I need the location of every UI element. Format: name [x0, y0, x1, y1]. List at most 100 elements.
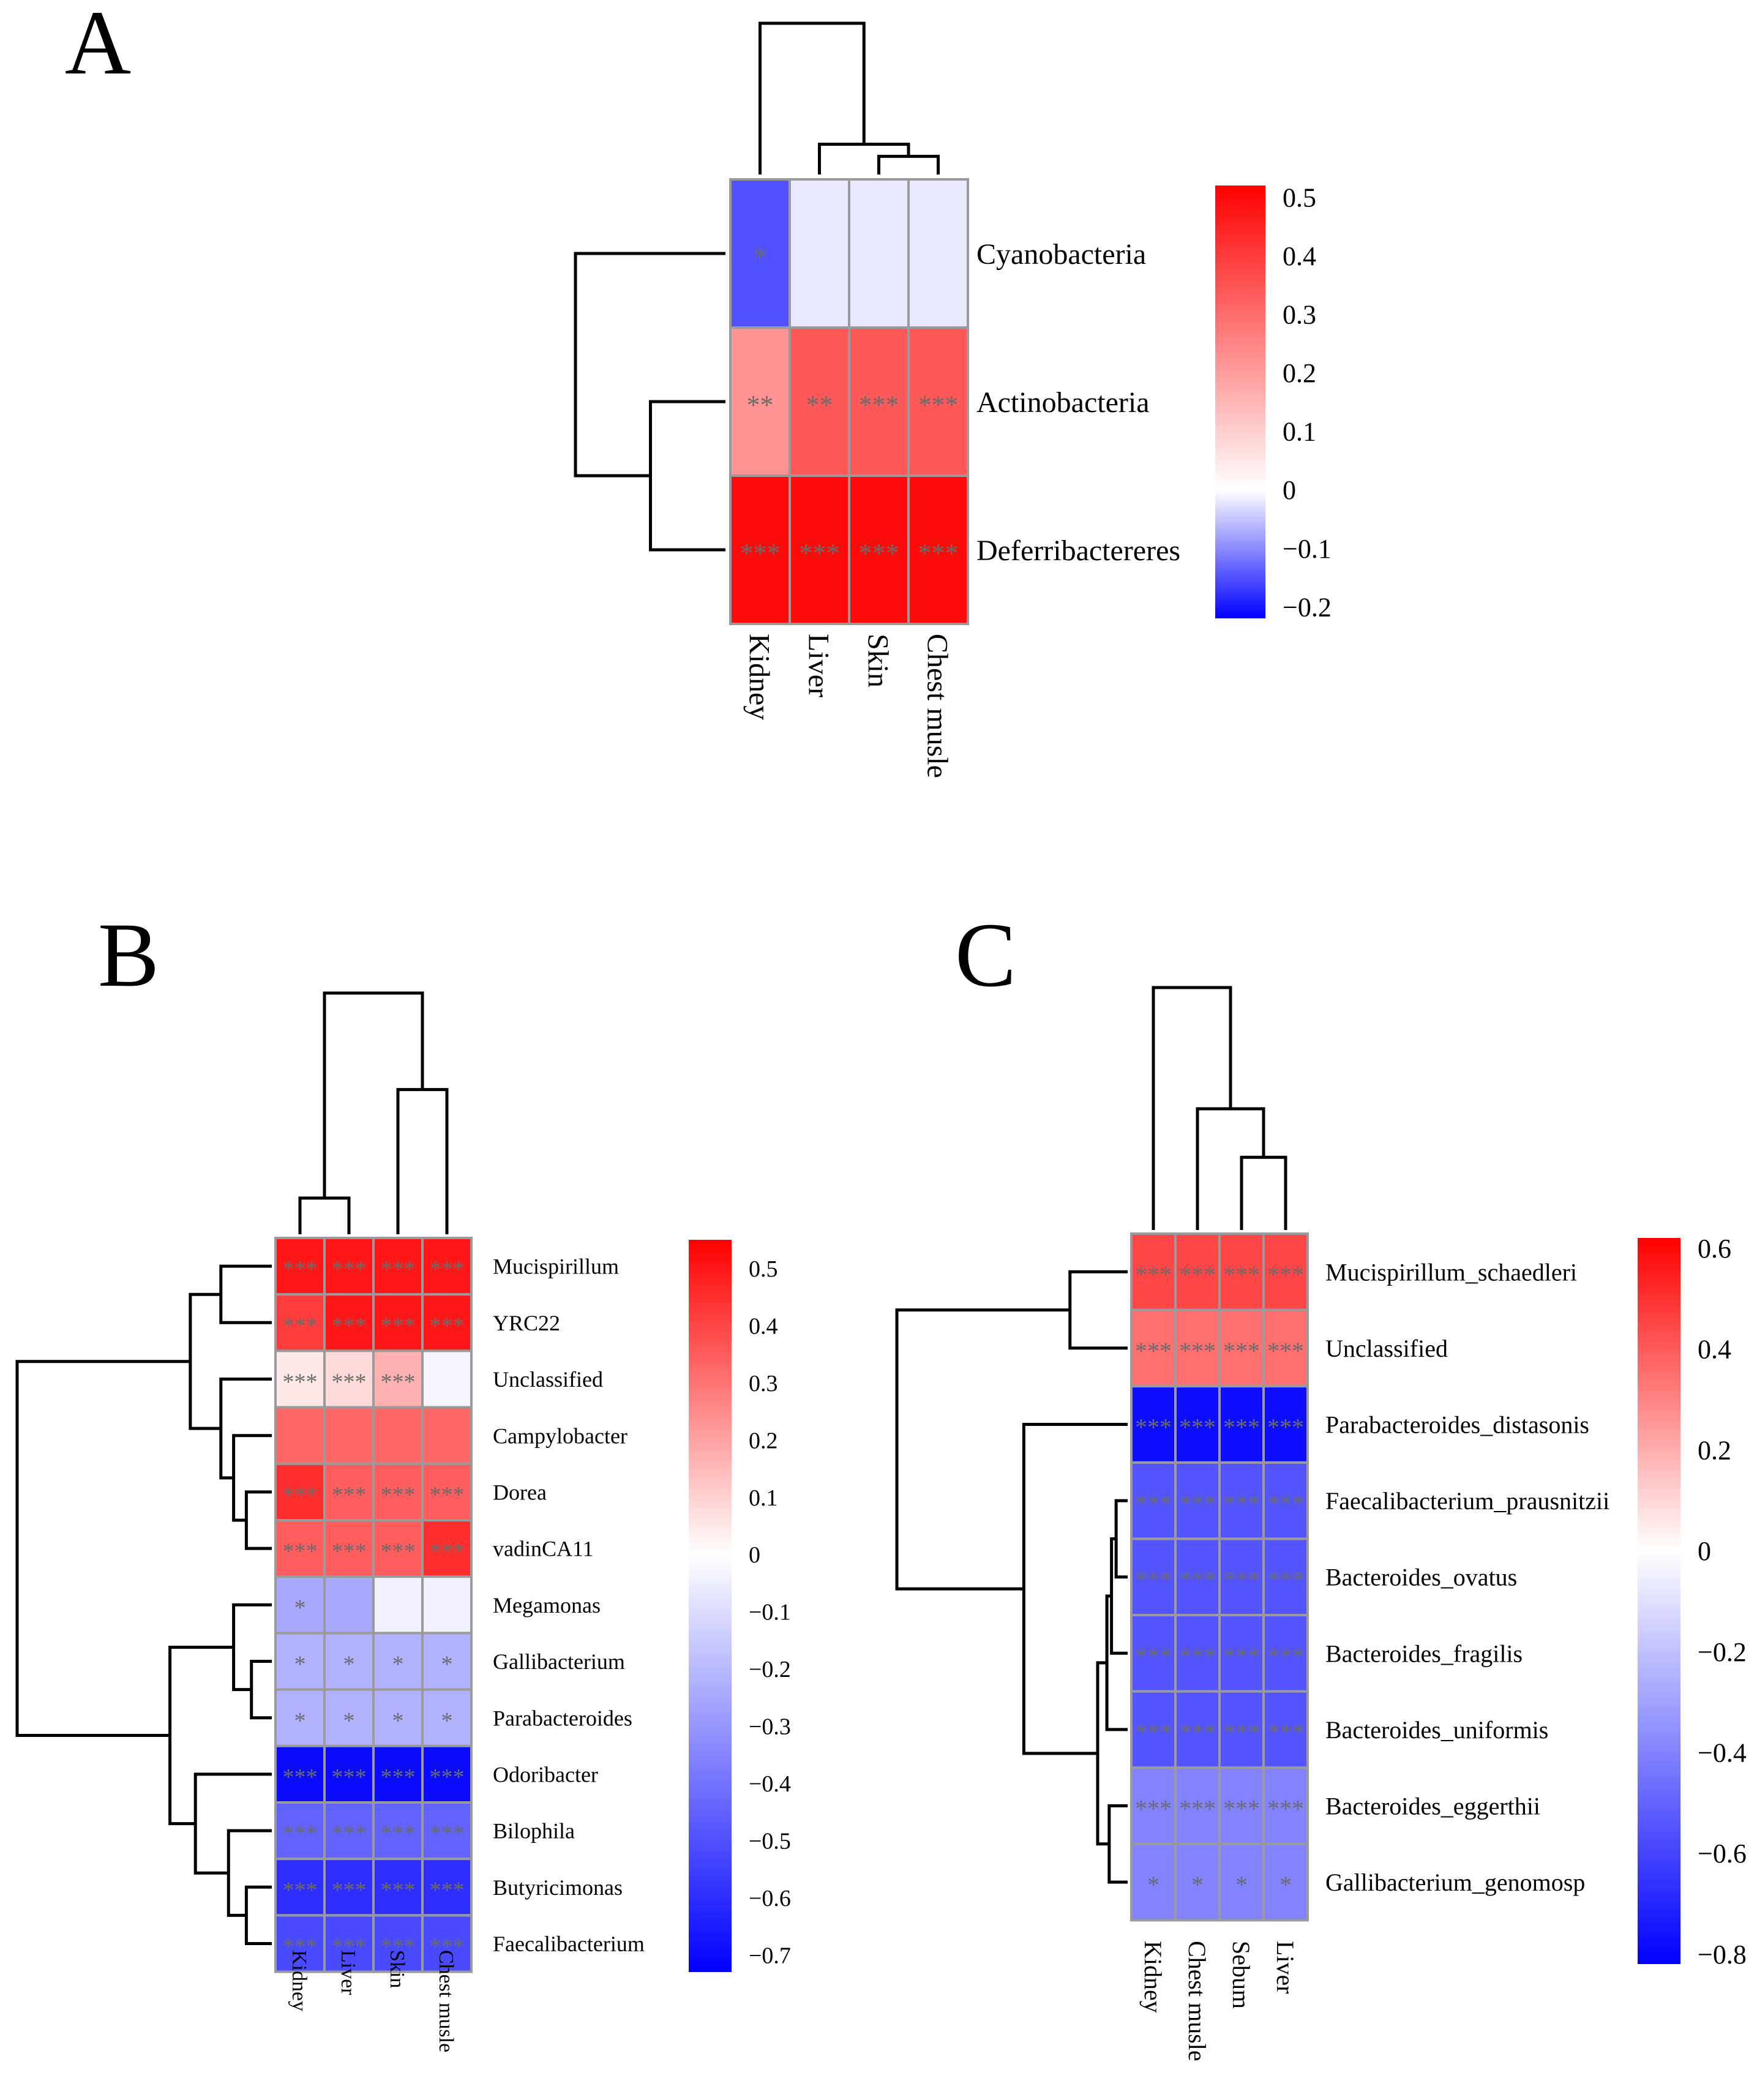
- heatmap-c-significance: ***: [1223, 1719, 1260, 1746]
- heatmap-b-row-label: Odoribacter: [493, 1763, 598, 1787]
- colorbar-a-tick-label: 0.1: [1283, 417, 1316, 447]
- row-dendrogram-a-branch: [649, 400, 725, 552]
- heatmap-b-significance: ***: [332, 1370, 367, 1395]
- row-dendrogram-b-branch: [219, 1264, 272, 1324]
- heatmap-b-cell: [274, 1688, 326, 1747]
- heatmap-c-significance: ***: [1179, 1490, 1216, 1517]
- row-dendrogram-c-branch: [1114, 1499, 1128, 1579]
- heatmap-b-significance: ***: [430, 1934, 465, 1960]
- heatmap-c-row-label: Mucispirillum_schaedleri: [1325, 1258, 1577, 1286]
- heatmap-b-cell: [274, 1349, 326, 1409]
- row-dendrogram-b-branch: [168, 1645, 234, 1826]
- colorbar-b-tick-label: −0.3: [749, 1714, 791, 1740]
- heatmap-c-significance: ***: [1223, 1337, 1260, 1365]
- heatmap-b-cell: [372, 1914, 424, 1973]
- heatmap-a-col-label: Chest musle: [921, 634, 954, 778]
- heatmap-b-significance: ***: [430, 1539, 465, 1564]
- heatmap-c-significance: ***: [1267, 1795, 1304, 1823]
- heatmap-c-row-label: Parabacteroides_distasonis: [1325, 1411, 1589, 1439]
- heatmap-a-cell: [729, 178, 791, 329]
- row-dendrogram-b-branch: [244, 1885, 272, 1945]
- heatmap-b-row-label: Faecalibacterium: [493, 1932, 645, 1956]
- heatmap-c-significance: ***: [1179, 1642, 1216, 1670]
- heatmap-a-significance: ***: [800, 538, 840, 568]
- heatmap-a-cell: [907, 474, 969, 625]
- panel-a: A*** ** *** ****** *** *** ***CyanobacteriaAct…: [65, 0, 1332, 778]
- col-dendrogram-c-branch: [1152, 986, 1232, 1230]
- col-dendrogram-a-branch: [818, 143, 910, 174]
- heatmap-b-significance: ***: [283, 1821, 318, 1847]
- heatmap-b-cell: [323, 1293, 375, 1352]
- heatmap-a-significance: ***: [859, 538, 899, 568]
- heatmap-b-col-label: Liver: [337, 1950, 359, 1995]
- colorbar-b-tick-label: 0.2: [749, 1428, 778, 1453]
- heatmap-b-cell: [421, 1575, 473, 1635]
- colorbar-c-tick-label: −0.2: [1698, 1637, 1747, 1667]
- heatmap-c-significance: ***: [1135, 1642, 1172, 1670]
- heatmap-b-cell: [323, 1914, 375, 1973]
- heatmap-c-significance: ***: [1267, 1490, 1304, 1517]
- colorbar-b-tick-label: −0.6: [749, 1886, 791, 1911]
- heatmap-b-row-label: YRC22: [493, 1311, 560, 1335]
- heatmap-c-cell: [1174, 1842, 1221, 1922]
- colorbar-c-tick-label: 0.4: [1698, 1335, 1731, 1365]
- colorbar-c-tick-label: 0: [1698, 1536, 1711, 1566]
- row-dendrogram-b-branch: [250, 1660, 272, 1720]
- heatmap-a-cell: [907, 178, 969, 329]
- heatmap-c-cell: [1218, 1461, 1265, 1540]
- heatmap-b-cell: [421, 1406, 473, 1465]
- heatmap-b-significance: *: [392, 1652, 404, 1678]
- heatmap-c-cell: [1174, 1537, 1221, 1616]
- heatmap-b-significance: *: [294, 1652, 306, 1678]
- heatmap-b-significance: ***: [381, 1934, 416, 1960]
- heatmap-b-significance: *: [294, 1708, 306, 1734]
- heatmap-c-row-label: Bacteroides_eggerthii: [1325, 1793, 1540, 1820]
- panel-b: B*** *** *** ****** *** *** ****** *** ****** ***…: [15, 904, 791, 2052]
- heatmap-a-col-label: Skin: [862, 634, 894, 688]
- heatmap-b-cell: [372, 1688, 424, 1747]
- heatmap-c-significance: ***: [1223, 1566, 1260, 1594]
- heatmap-b-cell: [323, 1237, 375, 1296]
- heatmap-c-row-label: Bacteroides_fragilis: [1325, 1640, 1523, 1667]
- heatmap-c-col-label: Sebum: [1227, 1941, 1255, 2009]
- heatmap-b-significance: ***: [332, 1313, 367, 1338]
- heatmap-a-cell: [729, 474, 791, 625]
- heatmap-c-significance: ***: [1267, 1719, 1304, 1746]
- col-dendrogram-a-branch: [759, 21, 866, 174]
- heatmap-b-significance: ***: [381, 1877, 416, 1903]
- heatmap-b-cell: [421, 1519, 473, 1578]
- colorbar-b-tick-label: 0.4: [749, 1313, 778, 1339]
- colorbar-a: [1215, 186, 1265, 618]
- heatmap-b-row-label: Bilophila: [493, 1819, 575, 1843]
- heatmap-b-significance: ***: [283, 1256, 318, 1282]
- heatmap-c-significance: ***: [1267, 1261, 1304, 1288]
- colorbar-c-tick-label: 0.2: [1698, 1435, 1731, 1465]
- heatmap-c-significance: *: [1279, 1871, 1292, 1899]
- heatmap-b-significance: ***: [332, 1764, 367, 1790]
- heatmap-b-cell: [274, 1632, 326, 1691]
- heatmap-b-significance: *: [343, 1652, 355, 1678]
- heatmap-b-col-label: Kidney: [288, 1950, 310, 2011]
- heatmap-b-significance: ***: [283, 1370, 318, 1395]
- heatmap-c-significance: ***: [1135, 1795, 1172, 1823]
- heatmap-c-significance: ***: [1179, 1337, 1216, 1365]
- heatmap-b-significance: ***: [381, 1256, 416, 1282]
- heatmap-c-row-label: Unclassified: [1325, 1335, 1448, 1362]
- heatmap-b-cell: [274, 1575, 326, 1635]
- colorbar-a-tick-label: 0.2: [1283, 358, 1316, 388]
- heatmap-c-significance: *: [1147, 1871, 1159, 1899]
- colorbar-b-tick-label: 0.1: [749, 1485, 778, 1511]
- heatmap-c-cell: [1130, 1461, 1177, 1540]
- heatmap-b-significance: ***: [332, 1539, 367, 1564]
- heatmap-a-significance: **: [806, 390, 833, 420]
- colorbar-b-tick-label: 0.3: [749, 1371, 778, 1397]
- row-dendrogram-b-branch: [15, 1360, 190, 1738]
- panel-b-letter: B: [98, 904, 159, 1006]
- heatmap-b-row-label: vadinCA11: [493, 1537, 594, 1561]
- heatmap-c-cell: [1174, 1308, 1221, 1388]
- heatmap-c-significance: ***: [1267, 1414, 1304, 1441]
- heatmap-b-significance: ***: [430, 1482, 465, 1508]
- heatmap-c-significance: ***: [1223, 1642, 1260, 1670]
- row-dendrogram-b-branch: [193, 1772, 272, 1875]
- heatmap-c-significance: ***: [1135, 1414, 1172, 1441]
